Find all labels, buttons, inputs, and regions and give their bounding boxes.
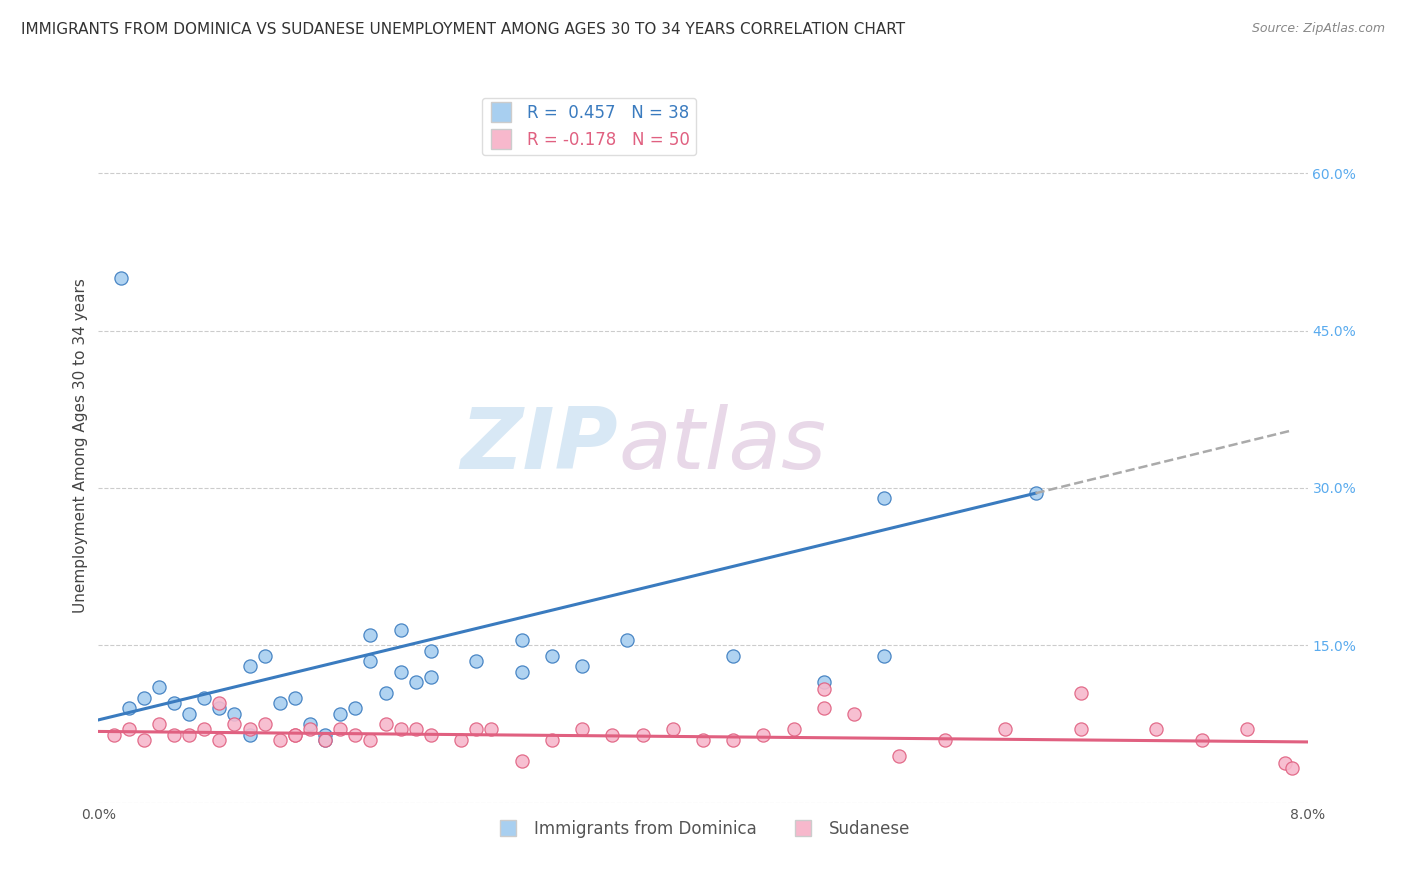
- Point: [405, 723, 427, 737]
- Point: [314, 732, 336, 747]
- Point: [1025, 486, 1047, 500]
- Point: [616, 633, 638, 648]
- Text: Source: ZipAtlas.com: Source: ZipAtlas.com: [1251, 22, 1385, 36]
- Point: [510, 754, 533, 768]
- Point: [873, 648, 896, 663]
- Point: [224, 717, 246, 731]
- Point: [299, 723, 322, 737]
- Point: [813, 682, 835, 697]
- Point: [284, 690, 307, 705]
- Point: [284, 728, 307, 742]
- Point: [193, 723, 215, 737]
- Point: [224, 706, 246, 721]
- Point: [299, 717, 322, 731]
- Point: [661, 723, 683, 737]
- Point: [540, 648, 562, 663]
- Point: [389, 723, 412, 737]
- Point: [374, 685, 396, 699]
- Point: [132, 690, 155, 705]
- Point: [873, 491, 896, 506]
- Point: [540, 732, 562, 747]
- Point: [510, 633, 533, 648]
- Point: [148, 717, 170, 731]
- Point: [420, 643, 443, 657]
- Point: [314, 732, 336, 747]
- Point: [1191, 732, 1213, 747]
- Point: [752, 728, 775, 742]
- Point: [314, 728, 336, 742]
- Point: [253, 648, 276, 663]
- Point: [510, 665, 533, 679]
- Point: [132, 732, 155, 747]
- Y-axis label: Unemployment Among Ages 30 to 34 years: Unemployment Among Ages 30 to 34 years: [73, 278, 89, 614]
- Point: [163, 696, 186, 710]
- Point: [148, 681, 170, 695]
- Point: [163, 728, 186, 742]
- Legend: Immigrants from Dominica, Sudanese: Immigrants from Dominica, Sudanese: [489, 814, 917, 845]
- Point: [783, 723, 806, 737]
- Point: [602, 728, 624, 742]
- Point: [389, 665, 412, 679]
- Text: atlas: atlas: [619, 404, 827, 488]
- Point: [889, 748, 911, 763]
- Point: [994, 723, 1017, 737]
- Point: [1236, 723, 1258, 737]
- Point: [571, 659, 593, 673]
- Point: [934, 732, 956, 747]
- Point: [374, 717, 396, 731]
- Point: [571, 723, 593, 737]
- Point: [344, 701, 367, 715]
- Point: [329, 723, 352, 737]
- Point: [269, 732, 291, 747]
- Point: [284, 728, 307, 742]
- Point: [389, 623, 412, 637]
- Point: [723, 648, 745, 663]
- Point: [1281, 761, 1303, 775]
- Point: [239, 728, 262, 742]
- Point: [239, 659, 262, 673]
- Point: [208, 696, 231, 710]
- Point: [813, 675, 835, 690]
- Point: [253, 717, 276, 731]
- Point: [103, 728, 125, 742]
- Point: [420, 670, 443, 684]
- Point: [481, 723, 503, 737]
- Point: [193, 690, 215, 705]
- Point: [179, 728, 201, 742]
- Point: [813, 701, 835, 715]
- Point: [844, 706, 866, 721]
- Point: [179, 706, 201, 721]
- Point: [360, 732, 382, 747]
- Point: [118, 723, 141, 737]
- Point: [405, 675, 427, 690]
- Point: [269, 696, 291, 710]
- Point: [465, 723, 488, 737]
- Point: [1274, 756, 1296, 770]
- Point: [208, 701, 231, 715]
- Point: [723, 732, 745, 747]
- Text: IMMIGRANTS FROM DOMINICA VS SUDANESE UNEMPLOYMENT AMONG AGES 30 TO 34 YEARS CORR: IMMIGRANTS FROM DOMINICA VS SUDANESE UNE…: [21, 22, 905, 37]
- Point: [450, 732, 472, 747]
- Point: [1146, 723, 1168, 737]
- Point: [208, 732, 231, 747]
- Point: [360, 628, 382, 642]
- Point: [239, 723, 262, 737]
- Point: [344, 728, 367, 742]
- Point: [420, 728, 443, 742]
- Point: [1070, 723, 1092, 737]
- Text: ZIP: ZIP: [461, 404, 619, 488]
- Point: [692, 732, 714, 747]
- Point: [465, 654, 488, 668]
- Point: [329, 706, 352, 721]
- Point: [631, 728, 654, 742]
- Point: [360, 654, 382, 668]
- Point: [118, 701, 141, 715]
- Point: [1070, 685, 1092, 699]
- Point: [110, 271, 132, 285]
